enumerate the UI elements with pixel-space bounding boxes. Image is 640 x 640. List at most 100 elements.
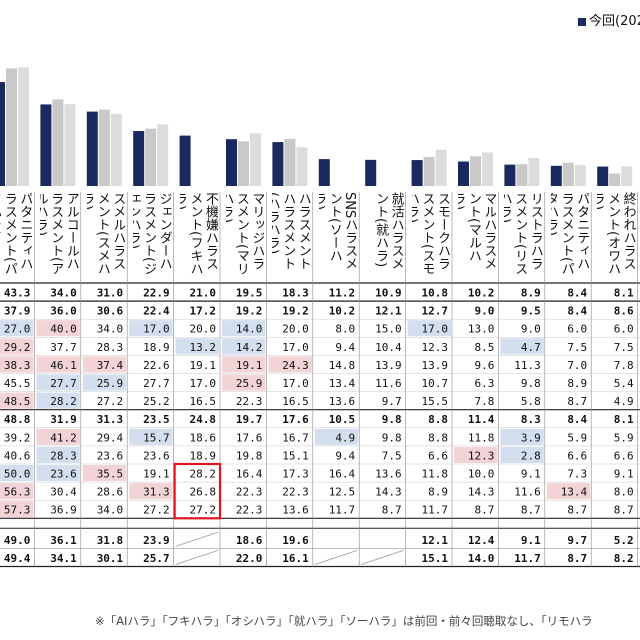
bar-3-13 [621,166,633,186]
table-cell: 28.6 [97,486,124,499]
table-cell: 6.0 [614,323,634,336]
table-cell-shade [36,356,80,373]
table-cell: 12.3 [422,341,449,354]
table-cell: 16.4 [329,468,356,481]
bar-1-10 [458,161,469,186]
table-cell: 20.0 [190,323,217,336]
table-cell: 11.2 [329,287,356,300]
table-cell: 11.6 [375,377,402,390]
table-cell: 8.8 [428,431,448,444]
table-cell: 23.5 [143,413,170,426]
category-label: スメルハラスメント(スメハラ) [87,192,126,276]
table-cell-shade [129,428,173,445]
table-cell: 8.4 [567,305,587,318]
table-cell: 48.8 [4,413,31,426]
table-cell: 17.0 [422,323,449,336]
table-cell: 16.1 [282,552,309,565]
table-cell: 18.6 [236,534,263,547]
table-cell: 35.5 [97,468,124,481]
table-cell: 27.7 [50,377,77,390]
table-cell: 23.6 [143,449,170,462]
table-cell: 24.8 [190,413,217,426]
bar-1-6 [272,142,284,186]
table-cell: 8.4 [567,413,587,426]
table-cell: 9.4 [335,449,355,462]
bar-2-2 [98,109,110,186]
table-cell: 25.9 [236,377,263,390]
table-cell-shade [0,501,34,518]
chart-legend: 今回(202 [578,10,640,29]
table-cell: 31.3 [143,486,170,499]
bar-2-3 [145,128,157,186]
table-cell: 15.7 [143,431,170,444]
table-cell: 31.0 [97,287,124,300]
table-cell-shade [0,338,34,355]
table-cell: 8.7 [614,504,634,517]
table-cell: 9.1 [521,468,541,481]
table-cell: 12.4 [468,534,495,547]
table-cell: 7.5 [382,449,402,462]
table-cell-shade [500,446,544,463]
table-cell: 8.7 [567,552,587,565]
table-cell: 13.0 [468,323,495,336]
table-cell: 8.7 [475,504,495,517]
table-cell: 5.9 [614,431,634,444]
table-cell-shade [0,356,34,373]
table-cell: 14.8 [329,359,356,372]
category-label: リストラハラスメント(リスハラ) [504,192,543,276]
blank-cell-diagonal [175,531,219,547]
table-cell: 13.9 [422,359,449,372]
legend-label-current: 今回(202 [589,14,640,29]
category-label: パタニティハラスメント(パタハラ) [551,192,590,276]
table-cell: 27.2 [143,504,170,517]
table-cell: 29.2 [4,341,31,354]
table-cell: 17.0 [282,341,309,354]
table-cell: 21.0 [190,287,217,300]
table-cell: 50.0 [4,468,31,481]
bar-1-7 [318,159,330,186]
table-cell: 15.1 [282,449,309,462]
table-cell: 10.8 [422,287,449,300]
table-cell: 9.8 [382,413,402,426]
table-cell: 37.4 [97,359,124,372]
table-cell: 36.0 [50,305,77,318]
table-cell: 40.6 [4,449,31,462]
table-cell: 19.5 [236,287,263,300]
table-cell: 8.6 [614,305,634,318]
table-cell: 13.9 [375,359,402,372]
table-cell: 4.9 [335,431,355,444]
table-cell: 16.5 [282,395,309,408]
table-cell: 17.2 [190,305,217,318]
table-cell: 17.6 [282,413,309,426]
category-label: 不機嫌ハラスメント(フキハラ) [180,192,218,276]
bar-3-12 [574,165,586,186]
table-cell-shade [314,428,359,445]
table-cell: 3.9 [521,431,541,444]
table-cell: 34.1 [50,552,77,565]
table-cell: 19.2 [236,305,263,318]
category-label: パタニティハラスメント(パタハラ) [0,192,33,276]
table-cell: 31.8 [97,534,124,547]
table-cell-shade [129,320,173,337]
table-cell: 8.1 [614,413,634,426]
table-cell: 17.6 [236,431,263,444]
bar-3-2 [110,113,122,186]
table-cell: 8.7 [567,395,587,408]
table-cell-shade [175,338,219,355]
table-cell: 16.7 [282,431,309,444]
table-cell: 37.7 [50,341,77,354]
table-cell: 23.6 [50,468,77,481]
bar-3-6 [296,147,308,186]
bar-1-5 [226,139,237,186]
table-cell-shade [0,483,34,500]
table-cell: 9.5 [521,305,541,318]
table-cell: 15.5 [422,395,449,408]
table-cell: 19.1 [236,359,263,372]
table-cell: 17.3 [282,468,309,481]
table-cell: 19.7 [236,413,263,426]
table-cell: 38.3 [4,359,31,372]
table-cell: 10.2 [329,305,356,318]
table-cell: 45.5 [4,377,31,390]
table-cell: 14.2 [236,341,263,354]
